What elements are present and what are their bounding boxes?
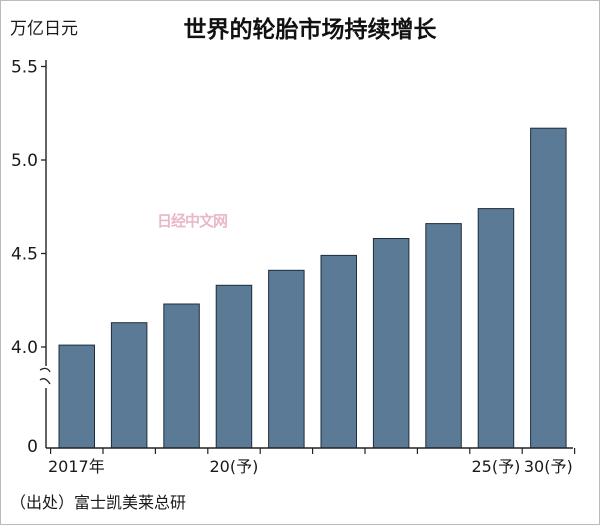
bar-4 bbox=[215, 284, 253, 449]
bar-3 bbox=[163, 303, 200, 449]
x-label-10: 30(予) bbox=[524, 457, 573, 476]
chart-title: 世界的轮胎市场持续增长 bbox=[183, 17, 437, 43]
watermark-logo: 日经中文网 bbox=[157, 212, 228, 230]
bar-1 bbox=[58, 344, 95, 449]
bar-8 bbox=[425, 223, 462, 449]
axis-break-mark-top bbox=[39, 367, 51, 373]
labels-group: 5.5 5.0 4.5 4.0 0 2017年 20(予) 25(予) 30(予) bbox=[11, 58, 573, 477]
bar-2 bbox=[110, 322, 148, 449]
y-tick-label-4: 4.0 bbox=[11, 338, 38, 358]
y-tick-label-2: 5.0 bbox=[11, 151, 38, 171]
bar-6 bbox=[320, 254, 357, 449]
x-label-9: 25(予) bbox=[471, 457, 520, 476]
x-label-4: 20(予) bbox=[209, 457, 258, 476]
y-tick-label-1: 5.5 bbox=[11, 58, 38, 78]
bar-5 bbox=[268, 269, 305, 449]
bar-9 bbox=[477, 208, 515, 449]
x-label-1: 2017年 bbox=[48, 457, 105, 476]
y-axis-unit-label: 万亿日元 bbox=[10, 19, 78, 39]
y-tick-label-3: 4.5 bbox=[11, 245, 38, 265]
bars-group bbox=[58, 127, 567, 449]
source-note: （出处）富士凯美莱总研 bbox=[10, 493, 187, 512]
y-tick-label-5: 0 bbox=[27, 437, 38, 457]
axis-break-mark-bottom bbox=[39, 378, 51, 385]
axes-group bbox=[39, 60, 576, 454]
bar-7 bbox=[372, 238, 410, 449]
bar-10 bbox=[530, 127, 567, 449]
